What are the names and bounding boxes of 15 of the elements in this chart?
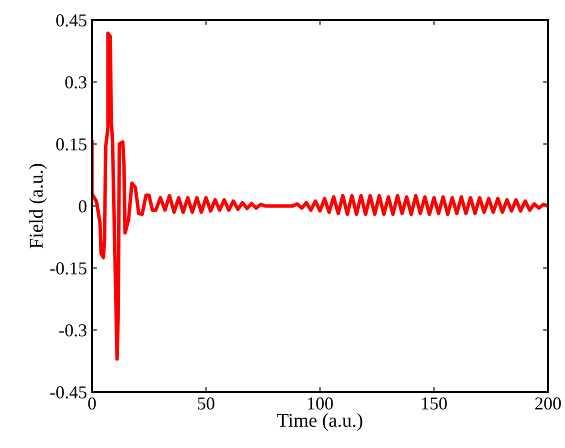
y-tick-label: -0.45 — [50, 386, 86, 399]
y-tick-label: 0.15 — [56, 138, 86, 151]
y-axis-title: Field (a.u.) — [29, 164, 47, 248]
x-tick-label: 100 — [308, 397, 333, 410]
y-tick-label: 0 — [78, 200, 86, 212]
y-tick-label: 0.3 — [65, 76, 86, 89]
y-tick-label: -0.15 — [50, 262, 86, 275]
y-tick-label: 0.45 — [56, 14, 86, 27]
y-tick-label: -0.3 — [59, 324, 86, 337]
x-tick-label: 50 — [198, 397, 214, 410]
x-tick-label: 200 — [535, 397, 561, 410]
x-tick-label: 0 — [88, 397, 96, 410]
x-axis-title: Time (a.u.) — [277, 413, 362, 431]
x-tick-label: 150 — [422, 397, 447, 410]
line-series — [92, 31, 548, 361]
